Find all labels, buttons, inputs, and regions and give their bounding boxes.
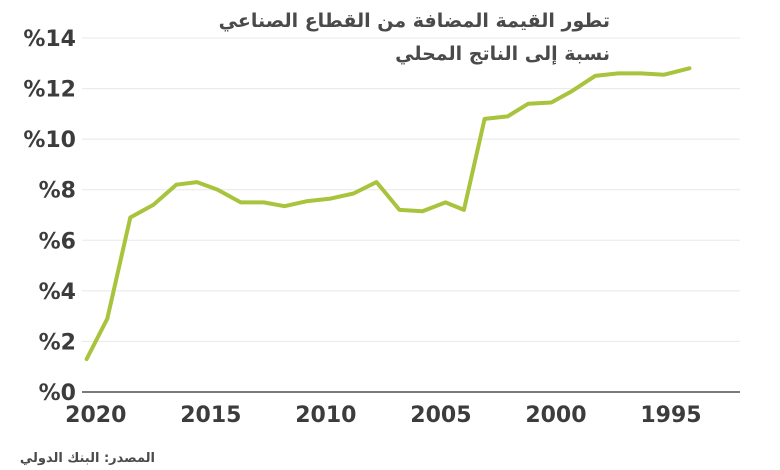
x-tick-label: 1995 [640,403,701,428]
x-tick-labels: 2020 2015 2010 2005 2000 1995 [65,403,701,428]
x-tick-label: 2015 [180,403,241,428]
y-tick-label: %0 [39,381,76,406]
series-line [84,66,692,362]
chart-subtitle: نسبة إلى الناتج المحلي [395,43,610,65]
y-tick-label: %14 [23,27,76,52]
y-tick-label: %10 [23,128,76,153]
x-tick-label: 2005 [410,403,471,428]
y-tick-label: %8 [39,179,76,204]
chart-title: تطور القيمة المضافة من القطاع الصناعي [219,10,610,32]
y-tick-label: %4 [39,280,76,305]
y-tick-label: %6 [39,229,76,254]
series-layer [84,66,692,362]
y-tick-label: %12 [23,78,76,103]
grid-lines [82,37,740,342]
source-note: المصدر: البنك الدولي [20,451,155,466]
y-tick-label: %2 [39,330,76,355]
x-tick-label: 2020 [65,403,126,428]
y-tick-labels: %0 %2 %4 %6 %8 %10 %12 %14 [23,27,76,406]
x-tick-label: 2010 [295,403,356,428]
x-tick-label: 2000 [525,403,586,428]
